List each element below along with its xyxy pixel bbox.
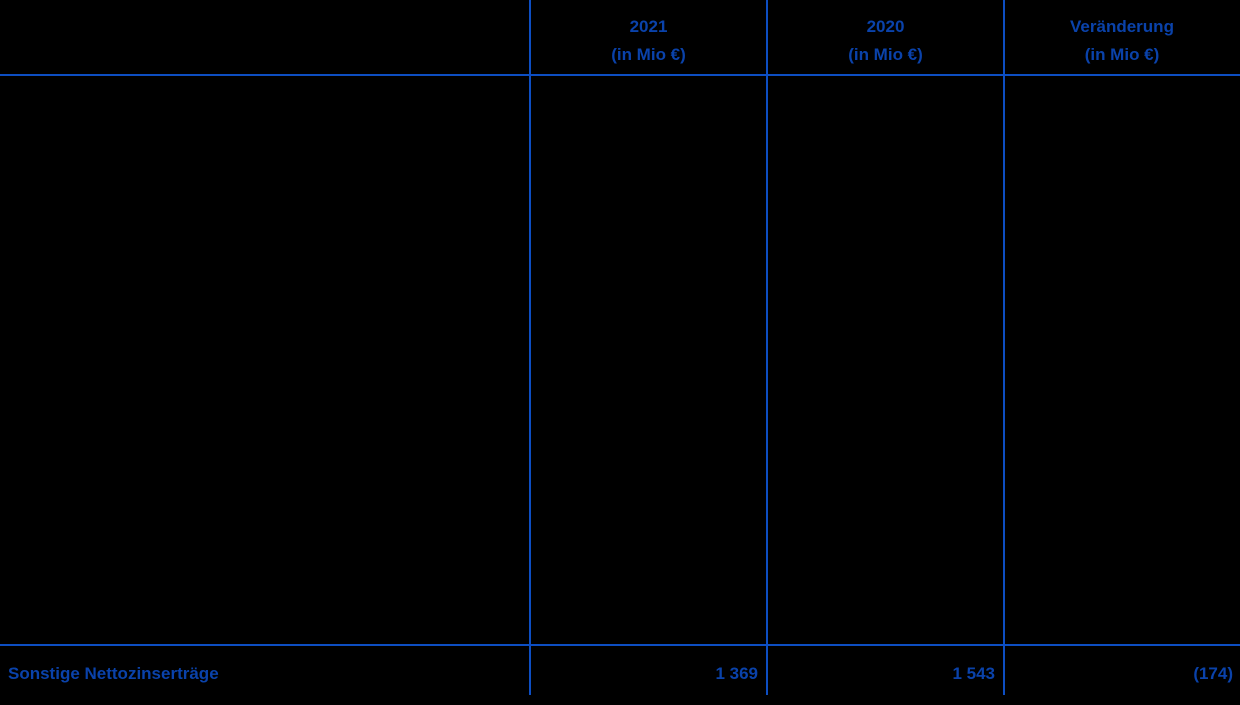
row-value-2021: 1 369 [715, 664, 758, 683]
header-unit-veraenderung: (in Mio €) [1084, 45, 1160, 64]
header-year-2021: 2021 [629, 17, 668, 36]
header-veraenderung: Veränderung [1070, 17, 1174, 36]
header-cell-2021: 2021 (in Mio €) [530, 13, 767, 69]
row-value-2020: 1 543 [952, 664, 995, 683]
row-value-veraenderung: (174) [1193, 664, 1233, 683]
column-divider-3 [1003, 0, 1005, 695]
header-cell-2020: 2020 (in Mio €) [767, 13, 1004, 69]
row-top-rule [0, 644, 1240, 646]
header-unit-2020: (in Mio €) [848, 45, 923, 64]
header-rule [0, 74, 1240, 76]
row-label: Sonstige Nettozinserträge [8, 664, 219, 683]
header-cell-veraenderung: Veränderung (in Mio €) [1004, 13, 1240, 69]
column-divider-2 [766, 0, 768, 695]
header-unit-2021: (in Mio €) [611, 45, 686, 64]
header-year-2020: 2020 [866, 17, 905, 36]
column-divider-1 [529, 0, 531, 695]
